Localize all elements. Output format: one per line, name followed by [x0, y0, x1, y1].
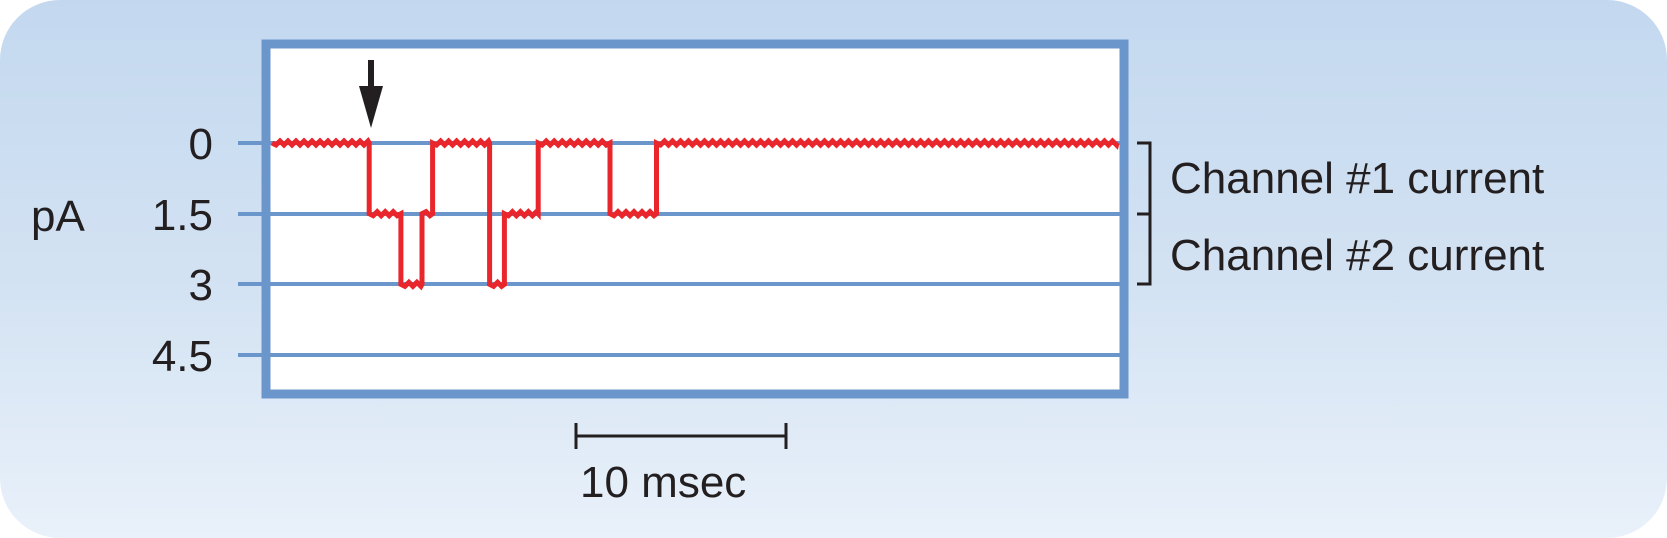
y-tick-label-3: 3 [189, 261, 213, 310]
y-tick-label-0: 0 [189, 120, 213, 169]
channel-2-label: Channel #2 current [1170, 231, 1544, 280]
onset-arrow-icon [359, 60, 383, 128]
y-unit-label: pA [31, 192, 85, 241]
plot-frame [261, 39, 1129, 399]
time-scale-bar [574, 423, 788, 449]
scale-bar-label: 10 msec [580, 458, 746, 507]
channel-bracket [1137, 141, 1152, 286]
channel-1-label: Channel #1 current [1170, 154, 1544, 203]
current-trace [270, 136, 1120, 291]
y-tick-label-1-5: 1.5 [152, 191, 213, 240]
y-tick-label-4-5: 4.5 [152, 332, 213, 381]
